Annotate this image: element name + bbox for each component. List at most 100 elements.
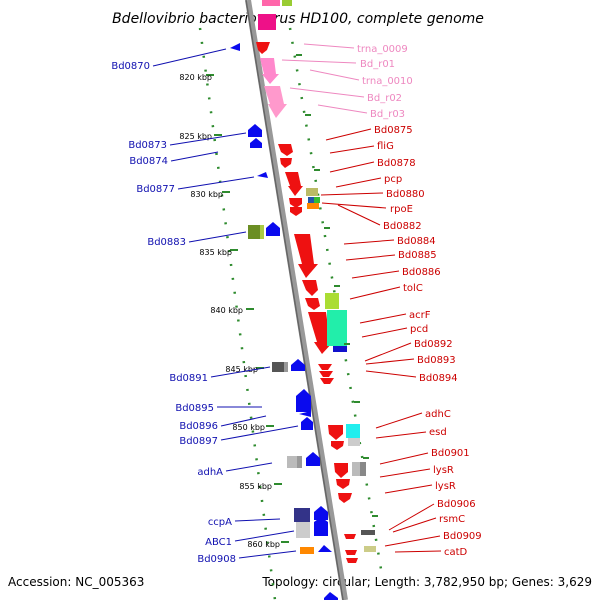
genome-backbone bbox=[245, 0, 348, 600]
scale-tick-label: 855 kbp bbox=[239, 482, 272, 491]
genome-backbone-edge bbox=[245, 0, 344, 600]
gene-feature bbox=[331, 441, 344, 450]
gene-label[interactable]: Bd0901 bbox=[431, 448, 470, 459]
gene-label[interactable]: catD bbox=[444, 547, 468, 558]
gene-feature bbox=[328, 425, 343, 440]
summary-text: Topology: circular; Length: 3,782,950 bp… bbox=[261, 575, 592, 589]
gene-feature bbox=[345, 550, 357, 555]
gene-label[interactable]: adhC bbox=[425, 409, 451, 420]
gene-label[interactable]: Bd0875 bbox=[374, 125, 413, 136]
gene-label[interactable]: lysR bbox=[433, 465, 454, 476]
gene-feature bbox=[314, 506, 328, 520]
rna-label[interactable]: trna_0009 bbox=[357, 44, 408, 55]
gene-label[interactable]: Bd0893 bbox=[417, 355, 456, 366]
gene-feature bbox=[336, 479, 350, 489]
gene-feature bbox=[338, 493, 352, 503]
gene-feature bbox=[306, 452, 320, 466]
gene-feature bbox=[307, 203, 319, 209]
rna-feature bbox=[264, 86, 287, 118]
gene-label[interactable]: ABC1 bbox=[205, 537, 232, 548]
gene-label[interactable]: Bd0886 bbox=[402, 267, 441, 278]
gene-feature bbox=[248, 124, 262, 137]
gene-label[interactable]: adhA bbox=[197, 467, 223, 478]
gene-label[interactable]: Bd0892 bbox=[414, 339, 453, 350]
gene-feature bbox=[308, 312, 333, 354]
gene-feature bbox=[230, 43, 240, 51]
gene-label[interactable]: pcd bbox=[410, 324, 428, 335]
gene-feature bbox=[360, 462, 366, 476]
gene-label[interactable]: Bd0897 bbox=[179, 436, 218, 447]
gene-feature bbox=[308, 197, 314, 203]
gene-feature bbox=[296, 389, 311, 412]
gene-feature bbox=[346, 424, 360, 438]
gene-label[interactable]: Bd0894 bbox=[419, 373, 458, 384]
gene-label[interactable]: acrF bbox=[409, 310, 431, 321]
scale-tick-label: 820 kbp bbox=[179, 73, 212, 82]
gene-label[interactable]: rsmC bbox=[439, 514, 465, 525]
gene-label[interactable]: Bd0874 bbox=[129, 156, 168, 167]
gene-feature bbox=[319, 371, 333, 377]
right-ring-ticks bbox=[296, 54, 378, 517]
gene-label[interactable]: Bd0885 bbox=[398, 250, 437, 261]
gene-feature bbox=[287, 456, 297, 468]
gene-feature bbox=[294, 508, 310, 522]
gene-feature bbox=[348, 438, 360, 446]
gene-feature bbox=[299, 411, 311, 417]
gene-label[interactable]: ccpA bbox=[208, 517, 232, 528]
scale-tick-label: 845 kbp bbox=[225, 365, 258, 374]
gene-label[interactable]: Bd0870 bbox=[111, 61, 150, 72]
gene-label[interactable]: rpoE bbox=[390, 204, 413, 215]
gene-label[interactable]: Bd0878 bbox=[377, 158, 416, 169]
gene-feature bbox=[364, 546, 376, 552]
gene-label[interactable]: Bd0884 bbox=[397, 236, 436, 247]
gene-feature bbox=[318, 364, 332, 370]
gene-label[interactable]: Bd0906 bbox=[437, 499, 476, 510]
rna-label[interactable]: Bd_r02 bbox=[367, 93, 402, 104]
rna-label[interactable]: Bd_r03 bbox=[370, 109, 405, 120]
rna-label[interactable]: trna_0010 bbox=[362, 76, 413, 87]
scale-tick-label: 835 kbp bbox=[199, 248, 232, 257]
gene-feature bbox=[325, 293, 339, 309]
right-gene-labels: Bd0875 fliG Bd0878 pcp Bd0880 rpoE Bd088… bbox=[320, 125, 482, 558]
gene-feature bbox=[280, 158, 292, 168]
accession-text: Accession: NC_005363 bbox=[8, 575, 144, 589]
gene-label[interactable]: Bd0883 bbox=[147, 237, 186, 248]
gene-feature bbox=[260, 225, 264, 239]
gene-label[interactable]: Bd0909 bbox=[443, 531, 482, 542]
gene-label[interactable]: Bd0908 bbox=[197, 554, 236, 565]
gene-feature bbox=[324, 592, 338, 600]
gene-label[interactable]: Bd0880 bbox=[386, 189, 425, 200]
gene-feature bbox=[318, 545, 332, 552]
gene-feature bbox=[344, 534, 356, 539]
gene-label[interactable]: Bd0873 bbox=[128, 140, 167, 151]
scale-tick-label: 860 kbp bbox=[247, 540, 280, 549]
gene-feature bbox=[334, 463, 348, 478]
gene-label[interactable]: Bd0882 bbox=[383, 221, 422, 232]
gene-label[interactable]: Bd0895 bbox=[175, 403, 214, 414]
scale-tick-label: 830 kbp bbox=[190, 190, 223, 199]
gene-feature bbox=[320, 378, 334, 384]
gene-feature bbox=[296, 522, 310, 538]
right-strand-features bbox=[256, 0, 376, 563]
gene-label[interactable]: Bd0896 bbox=[179, 421, 218, 432]
gene-feature bbox=[272, 362, 284, 372]
gene-feature bbox=[346, 558, 358, 563]
gene-label[interactable]: Bd0877 bbox=[136, 184, 175, 195]
gene-label[interactable]: tolC bbox=[403, 283, 423, 294]
scale-tick-label: 850 kbp bbox=[232, 423, 265, 432]
gene-feature bbox=[300, 547, 314, 554]
gene-label[interactable]: pcp bbox=[384, 174, 402, 185]
rna-label[interactable]: Bd_r01 bbox=[360, 59, 395, 70]
gene-feature bbox=[284, 362, 288, 372]
gene-feature bbox=[262, 0, 280, 6]
gene-label[interactable]: esd bbox=[429, 427, 447, 438]
gene-feature bbox=[290, 207, 302, 216]
gene-label[interactable]: fliG bbox=[377, 141, 394, 152]
gene-feature bbox=[333, 346, 347, 352]
gene-label[interactable]: lysR bbox=[435, 481, 456, 492]
gene-label[interactable]: Bd0891 bbox=[169, 373, 208, 384]
gene-feature bbox=[306, 188, 318, 196]
left-strand-features bbox=[230, 43, 338, 600]
gene-feature bbox=[314, 197, 320, 203]
